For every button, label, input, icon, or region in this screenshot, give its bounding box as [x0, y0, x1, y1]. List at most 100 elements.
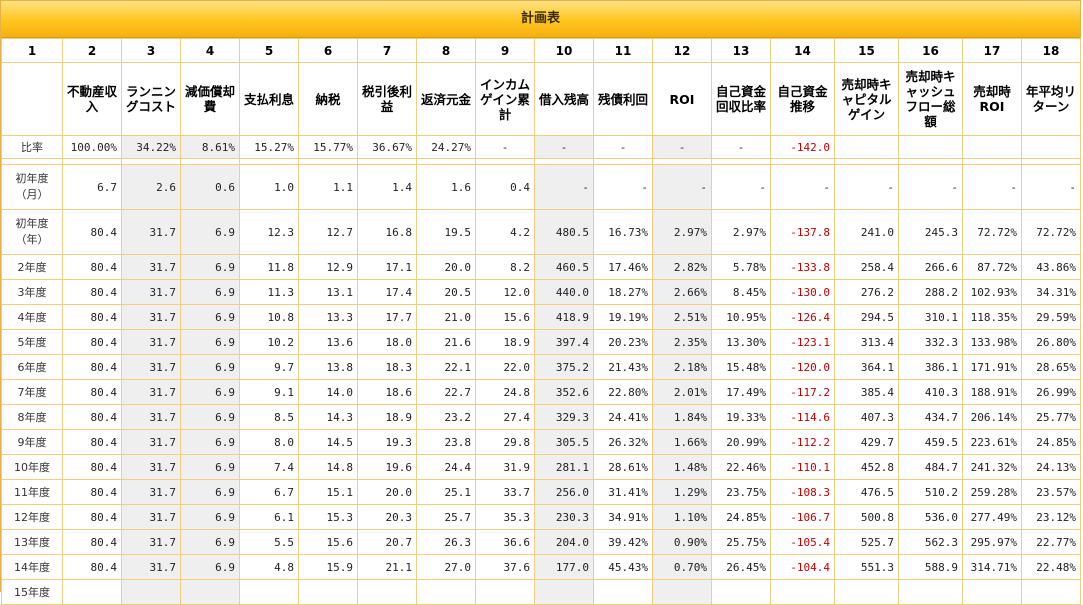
row-label: 3年度 [1, 279, 63, 305]
table-cell [770, 579, 835, 605]
table-cell: 31.7 [121, 304, 181, 330]
table-row: 3年度 80.4 31.7 6.9 11.3 13.1 17.4 20.5 12.0 440.0 1… [1, 279, 1081, 305]
table-cell: 6.9 [180, 209, 240, 255]
table-row: 初年度（年） 80.4 31.7 6.9 12.3 12.7 16.8 19.5 4.2 480.… [1, 209, 1081, 255]
table-cell: - [962, 164, 1022, 210]
table-cell: 429.7 [834, 429, 899, 455]
row-label: 15年度 [1, 579, 63, 605]
table-cell: -114.6 [770, 404, 835, 430]
column-number: 9 [475, 38, 535, 63]
table-cell: 2.6 [121, 164, 181, 210]
table-row: 11年度 80.4 31.7 6.9 6.7 15.1 20.0 25.1 33.7 256.0 3… [1, 479, 1081, 505]
table-cell: 27.4 [475, 404, 535, 430]
table-cell: 31.7 [121, 209, 181, 255]
table-cell: 385.4 [834, 379, 899, 405]
table-cell: 13.3 [298, 304, 358, 330]
column-header: 不動産収入 [62, 62, 122, 136]
table-cell: - [711, 135, 771, 159]
table-cell: 80.4 [62, 529, 122, 555]
table-cell: 36.6 [475, 529, 535, 555]
table-cell: 72.72% [1021, 209, 1081, 255]
table-cell: 407.3 [834, 404, 899, 430]
column-header [1, 62, 63, 136]
table-cell: 13.30% [711, 329, 771, 355]
table-cell: 26.99% [1021, 379, 1081, 405]
table-cell: 25.1 [416, 479, 476, 505]
table-cell: 332.3 [898, 329, 963, 355]
table-cell: 22.1 [416, 354, 476, 380]
table-cell: -108.3 [770, 479, 835, 505]
table-cell: 11.8 [239, 254, 299, 280]
table-cell: 459.5 [898, 429, 963, 455]
table-cell: -117.2 [770, 379, 835, 405]
table-cell: 1.29% [652, 479, 712, 505]
table-cell: 206.14% [962, 404, 1022, 430]
table-cell: 171.91% [962, 354, 1022, 380]
column-number: 6 [298, 38, 358, 63]
table-cell [121, 579, 181, 605]
table-cell: 80.4 [62, 254, 122, 280]
table-cell: 22.80% [593, 379, 653, 405]
table-cell: 31.7 [121, 504, 181, 530]
row-label: 9年度 [1, 429, 63, 455]
column-header: 売却時キャピタルゲイン [834, 62, 899, 136]
table-cell: 6.9 [180, 404, 240, 430]
table-cell: 31.7 [121, 329, 181, 355]
table-cell: 588.9 [898, 554, 963, 580]
column-header: 売却時ROI [962, 62, 1022, 136]
table-cell: - [652, 164, 712, 210]
table-cell [1021, 579, 1081, 605]
table-cell: 294.5 [834, 304, 899, 330]
table-cell: 6.9 [180, 429, 240, 455]
table-cell: 2.97% [652, 209, 712, 255]
panel-title: 計画表 [1, 1, 1080, 38]
table-cell: 80.4 [62, 209, 122, 255]
table-cell: 562.3 [898, 529, 963, 555]
table-cell: 8.5 [239, 404, 299, 430]
row-label: 8年度 [1, 404, 63, 430]
table-cell: 12.7 [298, 209, 358, 255]
table-cell [593, 579, 653, 605]
table-cell: 20.5 [416, 279, 476, 305]
table-row: 12年度 80.4 31.7 6.9 6.1 15.3 20.3 25.7 35.3 230.3 3… [1, 504, 1081, 530]
table-cell: - [770, 164, 835, 210]
table-row: 4年度 80.4 31.7 6.9 10.8 13.3 17.7 21.0 15.6 418.9 1… [1, 304, 1081, 330]
column-header: 減価償却費 [180, 62, 240, 136]
table-cell: 133.98% [962, 329, 1022, 355]
table-cell: 23.8 [416, 429, 476, 455]
table-cell: 6.7 [239, 479, 299, 505]
table-cell: 375.2 [534, 354, 594, 380]
table-cell: 4.8 [239, 554, 299, 580]
table-cell: 80.4 [62, 479, 122, 505]
table-cell: 397.4 [534, 329, 594, 355]
table-cell: 31.7 [121, 529, 181, 555]
table-row: 10年度 80.4 31.7 6.9 7.4 14.8 19.6 24.4 31.9 281.1 2… [1, 454, 1081, 480]
table-cell: 288.2 [898, 279, 963, 305]
table-row: 5年度 80.4 31.7 6.9 10.2 13.6 18.0 21.6 18.9 397.4 2… [1, 329, 1081, 355]
table-cell: 177.0 [534, 554, 594, 580]
row-label: 5年度 [1, 329, 63, 355]
table-cell: 525.7 [834, 529, 899, 555]
table-cell: 25.7 [416, 504, 476, 530]
table-cell: 15.9 [298, 554, 358, 580]
table-cell: 11.3 [239, 279, 299, 305]
table-cell: 0.4 [475, 164, 535, 210]
table-cell [962, 579, 1022, 605]
column-header: 自己資金回収比率 [711, 62, 771, 136]
table-cell: 258.4 [834, 254, 899, 280]
table-cell: -123.1 [770, 329, 835, 355]
table-row: 13年度 80.4 31.7 6.9 5.5 15.6 20.7 26.3 36.6 204.0 3… [1, 529, 1081, 555]
table-cell: -120.0 [770, 354, 835, 380]
table-cell: 72.72% [962, 209, 1022, 255]
column-header: 納税 [298, 62, 358, 136]
table-cell: 18.9 [475, 329, 535, 355]
table-cell: 6.9 [180, 554, 240, 580]
column-number: 1 [1, 38, 63, 63]
table-cell: 256.0 [534, 479, 594, 505]
table-cell: 80.4 [62, 379, 122, 405]
row-label: 初年度（年） [1, 209, 63, 255]
table-cell: 23.12% [1021, 504, 1081, 530]
column-number: 14 [770, 38, 835, 63]
table-cell: - [711, 164, 771, 210]
table-cell: 14.3 [298, 404, 358, 430]
